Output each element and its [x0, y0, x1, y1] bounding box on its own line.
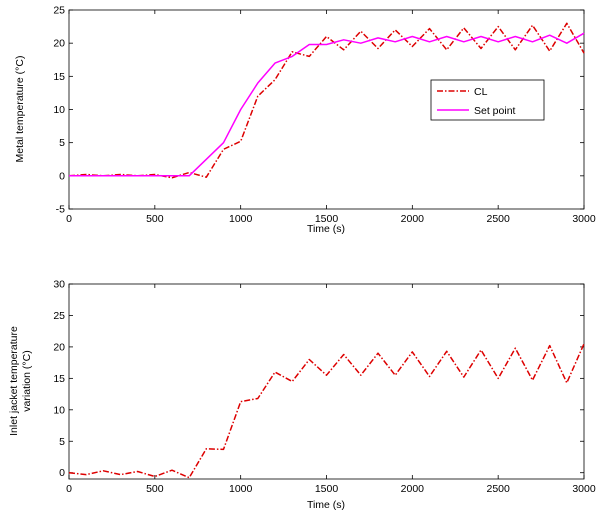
- bottom-x-tick-label: 1000: [229, 483, 253, 495]
- bottom-x-tick-label: 3000: [572, 483, 596, 495]
- top-y-tick-label: 10: [53, 104, 65, 116]
- top-y-tick-label: 0: [59, 170, 65, 182]
- bottom-y-tick-label: 30: [53, 279, 65, 291]
- bottom-x-tick-label: 1500: [315, 483, 339, 495]
- bottom-y-tick-label: 10: [53, 404, 65, 416]
- top-x-tick-label: 2000: [401, 213, 425, 225]
- top-x-tick-label: 2500: [486, 213, 510, 225]
- top-x-axis-label: Time (s): [307, 223, 345, 235]
- top-x-tick-label: 1500: [315, 213, 339, 225]
- bottom-y-tick-label: 5: [59, 436, 65, 448]
- top-series-line-cl: [68, 22, 585, 179]
- legend-setpoint-label: Set point: [474, 105, 516, 117]
- top-x-tick-label: 0: [66, 213, 72, 225]
- top-y-axis-label: Metal temperature (°C): [14, 56, 26, 163]
- bottom-y-tick-label: 15: [53, 373, 65, 385]
- bottom-y-axis-label-line2: variation (°C): [21, 350, 33, 411]
- bottom-x-tick-label: 2500: [486, 483, 510, 495]
- legend-cl-label: CL: [474, 86, 488, 98]
- bottom-y-tick-label: 0: [59, 467, 65, 479]
- top-y-tick-label: 5: [59, 137, 65, 149]
- bottom-x-tick-label: 0: [66, 483, 72, 495]
- top-x-tick-label: 1000: [229, 213, 253, 225]
- bottom-x-tick-label: 500: [146, 483, 164, 495]
- bottom-y-tick-label: 20: [53, 341, 65, 353]
- bottom-axes-box: [68, 283, 585, 480]
- legend: CL Set point: [430, 79, 545, 121]
- bottom-x-tick-label: 2000: [401, 483, 425, 495]
- bottom-series-group: [68, 343, 585, 479]
- legend-box: [430, 79, 545, 121]
- top-series-line-set-point: [69, 32, 585, 177]
- top-series-group: [68, 22, 585, 179]
- top-y-tick-label: -5: [56, 204, 65, 216]
- bottom-y-tick-label: 25: [53, 310, 65, 322]
- top-x-tick-label: 500: [146, 213, 164, 225]
- bottom-x-axis-label: Time (s): [307, 499, 345, 511]
- top-y-tick-label: 15: [53, 71, 65, 83]
- bottom-y-axis-label-group: Inlet jacket temperature variation (°C): [8, 326, 33, 436]
- bottom-y-axis-label-line1: Inlet jacket temperature: [8, 326, 20, 436]
- inlet-jacket-temperature-chart: 0 500 1000 1500 2000 2500 3000 0 5 10 15 20 25 30 Tim…: [8, 279, 596, 512]
- bottom-series-line-series: [68, 343, 585, 479]
- bottom-axis-ticks: 0 500 1000 1500 2000 2500 3000 0 5 10 15 20 25 30: [53, 279, 596, 496]
- top-y-tick-label: 20: [53, 38, 65, 50]
- top-y-tick-label: 25: [53, 5, 65, 17]
- top-x-tick-label: 3000: [572, 213, 596, 225]
